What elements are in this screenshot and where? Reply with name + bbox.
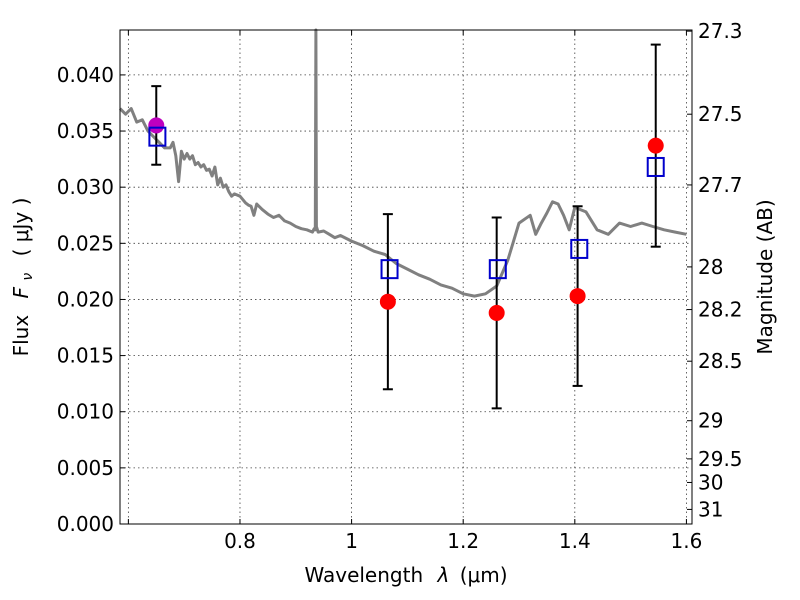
- y2-tick-label: 28.2: [698, 298, 743, 322]
- grid: [120, 30, 692, 524]
- y2-tick-label: 27.3: [698, 19, 743, 43]
- model-spectrum-line: [118, 28, 687, 298]
- y2-tick-label: 28.5: [698, 349, 743, 373]
- y2-tick-label: 28: [698, 255, 723, 279]
- y-axis-label: Flux F ν ( μJy ): [9, 198, 37, 357]
- model-flux-square: [148, 126, 167, 147]
- axes: 0.8 1 1.2 1.4 1.6 0.000 0.005 0.010 0.015 0.020 0.…: [57, 19, 743, 553]
- x-axis-label: Wavelength λ (μm): [304, 563, 507, 587]
- plot-area: [118, 28, 687, 410]
- model-flux-square: [570, 238, 589, 259]
- observed-flux-point: [379, 293, 396, 310]
- y-axis-label-subscript: ν: [20, 273, 36, 281]
- observed-flux-point: [569, 288, 586, 305]
- y2-tick-label: 30: [698, 470, 723, 494]
- observed-flux-point: [488, 304, 505, 321]
- x-axis-label-symbol: λ: [437, 563, 450, 587]
- y-axis-label-text: Flux: [9, 315, 33, 357]
- y-tick-label: 0.010: [57, 400, 114, 424]
- observed-flux-point: [148, 117, 165, 134]
- plot-frame: [119, 29, 693, 525]
- model-flux-square: [488, 259, 507, 280]
- y2-tick-label: 29: [698, 409, 723, 433]
- y-axis-label-symbol: F: [9, 286, 33, 298]
- y2-tick-label: 27.5: [698, 102, 743, 126]
- y-tick-label: 0.005: [57, 456, 114, 480]
- y-tick-label: 0.025: [57, 231, 114, 255]
- y-tick-label: 0.030: [57, 175, 114, 199]
- x-tick-label: 1.2: [447, 529, 479, 553]
- observed-flux-point: [647, 137, 664, 154]
- x-tick-label: 1.6: [671, 529, 703, 553]
- x-tick-label: 0.8: [224, 529, 256, 553]
- y-tick-label: 0.040: [57, 63, 114, 87]
- x-axis-label-unit: (μm): [460, 563, 508, 587]
- model-flux-square: [646, 156, 665, 177]
- x-axis-label-text: Wavelength: [304, 563, 423, 587]
- y-axis-label-unit: ( μJy ): [9, 198, 33, 257]
- y-tick-label: 0.035: [57, 119, 114, 143]
- y2-tick-label: 31: [698, 497, 723, 521]
- model-flux-square: [380, 259, 399, 280]
- x-tick-label: 1.4: [559, 529, 591, 553]
- y2-tick-label: 29.5: [698, 447, 743, 471]
- y2-tick-label: 27.7: [698, 173, 743, 197]
- y2-axis-label: Magnitude (AB): [753, 199, 777, 354]
- y-tick-label: 0.015: [57, 344, 114, 368]
- x-tick-label: 1: [345, 529, 358, 553]
- y-tick-label: 0.000: [57, 512, 114, 536]
- y-tick-label: 0.020: [57, 287, 114, 311]
